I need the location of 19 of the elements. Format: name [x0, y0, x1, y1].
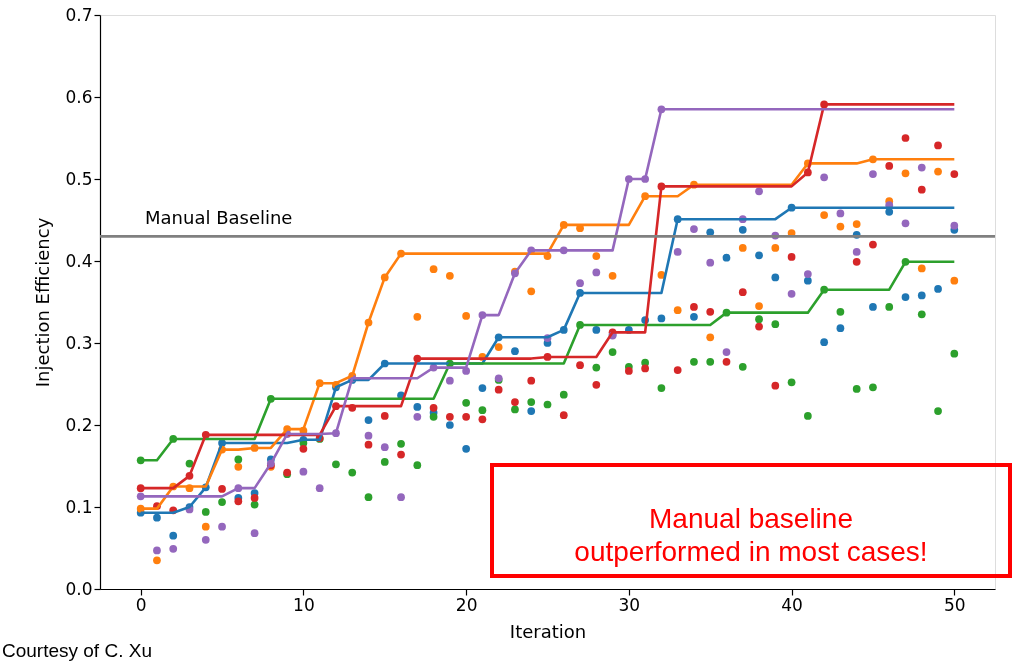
y-tick-label: 0.6 [65, 86, 93, 107]
y-tick-label: 0.3 [65, 332, 93, 353]
annotation: Manual baseline outperformed in most cases! [574, 503, 928, 567]
y-tick-label: 0.0 [65, 578, 93, 599]
x-tick-label: 30 [618, 594, 641, 615]
y-tick-label: 0.5 [65, 168, 93, 189]
x-axis-title: Iteration [509, 620, 587, 642]
y-axis-title: Injection Efficiency [32, 217, 54, 388]
y-tick-label: 0.2 [65, 414, 93, 435]
x-tick-label: 20 [455, 594, 478, 615]
y-tick-label: 0.4 [65, 250, 93, 271]
x-tick-label: 40 [781, 594, 803, 615]
y-tick-label: 0.7 [65, 4, 93, 25]
x-tick-label: 50 [944, 594, 966, 615]
x-tick-label: 0 [135, 594, 147, 615]
x-tick-label: 10 [293, 594, 315, 615]
ref-line-label: Manual Baseline [145, 207, 293, 229]
text: Courtesy of C. Xu [2, 640, 152, 661]
y-tick-label: 0.1 [65, 496, 93, 517]
